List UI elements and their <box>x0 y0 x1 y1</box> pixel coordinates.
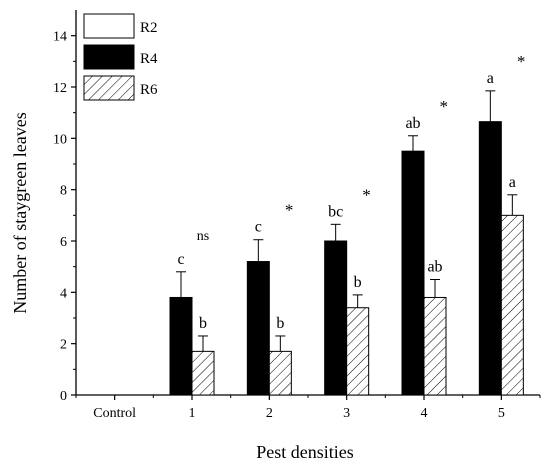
y-tick-label: 0 <box>60 389 67 404</box>
y-tick-label: 2 <box>60 338 67 353</box>
bar-r4 <box>169 296 193 396</box>
x-tick-label: 4 <box>421 406 428 421</box>
x-tick-label: Control <box>93 406 136 421</box>
bar-r4 <box>478 121 502 396</box>
significance-letter: a <box>509 174 516 191</box>
y-axis-title: Number of staygreen leaves <box>10 112 30 313</box>
bar-r4 <box>401 150 425 396</box>
significance-star: * <box>517 52 526 71</box>
x-tick-label: 2 <box>266 406 273 421</box>
y-tick-label: 6 <box>60 235 67 250</box>
significance-letter: c <box>177 251 184 268</box>
y-tick-label: 12 <box>53 81 67 96</box>
legend-label-r2: R2 <box>140 20 158 36</box>
y-tick-label: 10 <box>53 132 67 147</box>
significance-letter: ab <box>405 115 420 132</box>
bar-r6 <box>500 214 524 396</box>
significance-star: * <box>440 97 449 116</box>
significance-letter: b <box>276 315 284 332</box>
significance-letter: bc <box>328 203 343 220</box>
significance-star: * <box>362 185 371 204</box>
significance-letter: b <box>354 274 362 291</box>
bar-r4 <box>246 261 270 396</box>
significance-letter: b <box>199 315 207 332</box>
significance-letter: ab <box>427 259 442 276</box>
legend: R2 R4 R6 <box>83 13 158 101</box>
y-tick-label: 14 <box>53 30 67 45</box>
bar-r6 <box>191 350 215 396</box>
y-tick-label: 4 <box>60 286 67 301</box>
bar-r4 <box>324 240 348 396</box>
bar-r6 <box>423 296 447 396</box>
x-tick-label: 1 <box>189 406 196 421</box>
x-tick-label: 5 <box>498 406 505 421</box>
x-axis-title: Pest densities <box>256 442 354 462</box>
legend-swatch-r6 <box>83 75 135 101</box>
bar-r6 <box>268 350 292 396</box>
legend-label-r6: R6 <box>140 82 158 98</box>
bar-r6 <box>346 307 370 396</box>
significance-star: * <box>285 201 294 220</box>
legend-swatch-r2 <box>83 13 135 39</box>
significance-letter: c <box>255 219 262 236</box>
significance-letter: a <box>487 70 494 87</box>
legend-label-r4: R4 <box>140 51 158 67</box>
x-tick-label: 3 <box>343 406 350 421</box>
y-tick-label: 8 <box>60 184 67 199</box>
legend-swatch-r4 <box>83 44 135 70</box>
significance-ns: ns <box>197 229 209 244</box>
